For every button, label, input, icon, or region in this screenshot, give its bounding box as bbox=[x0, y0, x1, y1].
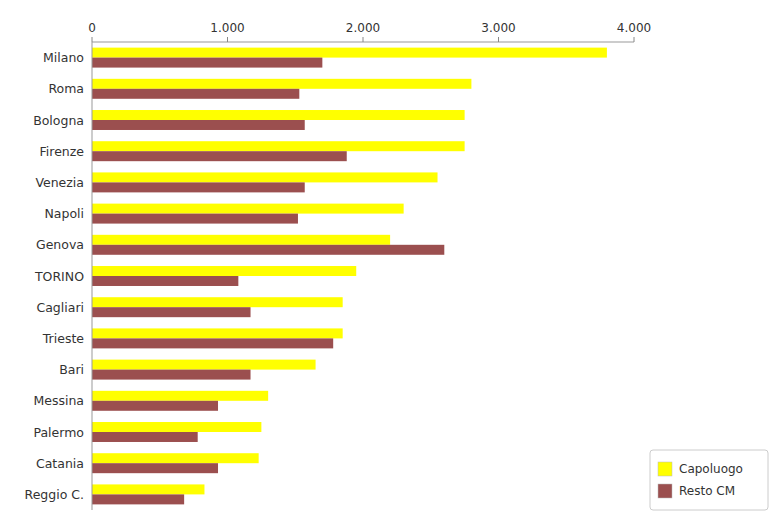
bar bbox=[92, 338, 333, 348]
bar bbox=[92, 484, 204, 494]
bar bbox=[92, 432, 198, 442]
bar bbox=[92, 214, 298, 224]
y-tick-label: Bari bbox=[59, 362, 84, 377]
y-tick-label: Firenze bbox=[40, 144, 85, 159]
bar bbox=[92, 235, 390, 245]
y-tick-label: Cagliari bbox=[36, 300, 84, 315]
legend-swatch bbox=[658, 484, 672, 498]
bar bbox=[92, 182, 305, 192]
y-tick-label: Roma bbox=[48, 81, 84, 96]
y-tick-label: Catania bbox=[36, 456, 84, 471]
x-tick-label: 3.000 bbox=[481, 21, 515, 35]
bar bbox=[92, 463, 218, 473]
bar bbox=[92, 79, 471, 89]
bar bbox=[92, 391, 268, 401]
bar bbox=[92, 453, 259, 463]
y-tick-label: Bologna bbox=[33, 113, 84, 128]
y-tick-label: Milano bbox=[43, 50, 84, 65]
bar bbox=[92, 360, 316, 370]
chart: 0 1.000 2.000 3.000 4.000 Milano Roma Bologna Fi… bbox=[0, 0, 784, 526]
y-axis-line bbox=[92, 42, 93, 510]
bar bbox=[92, 307, 251, 317]
bar bbox=[92, 89, 299, 99]
bar bbox=[92, 204, 404, 214]
bar bbox=[92, 141, 465, 151]
legend-label: Resto CM bbox=[679, 484, 735, 498]
x-tick bbox=[92, 37, 93, 42]
bar bbox=[92, 151, 347, 161]
x-tick bbox=[363, 37, 364, 42]
bar bbox=[92, 297, 343, 307]
bar bbox=[92, 370, 251, 380]
bar bbox=[92, 172, 438, 182]
y-tick-label: Napoli bbox=[44, 206, 84, 221]
x-tick-label: 1.000 bbox=[210, 21, 244, 35]
bars bbox=[92, 48, 607, 505]
legend-label: Capoluogo bbox=[679, 462, 743, 476]
x-tick-label: 4.000 bbox=[617, 21, 651, 35]
y-tick-label: Messina bbox=[33, 393, 84, 408]
bar bbox=[92, 494, 184, 504]
y-tick-label: TORINO bbox=[34, 269, 84, 284]
x-tick bbox=[227, 37, 228, 42]
y-tick-label: Genova bbox=[36, 237, 84, 252]
bar bbox=[92, 401, 218, 411]
bar bbox=[92, 48, 607, 58]
legend-frame bbox=[650, 450, 768, 510]
bar bbox=[92, 276, 238, 286]
y-tick-label: Palermo bbox=[33, 425, 84, 440]
y-tick-label: Reggio C. bbox=[25, 487, 84, 502]
bar bbox=[92, 110, 465, 120]
legend-swatch bbox=[658, 462, 672, 476]
bar bbox=[92, 328, 343, 338]
x-tick bbox=[634, 37, 635, 42]
x-tick-label: 0 bbox=[88, 21, 96, 35]
x-tick bbox=[498, 37, 499, 42]
bar bbox=[92, 58, 322, 68]
x-tick-label: 2.000 bbox=[346, 21, 380, 35]
bar bbox=[92, 120, 305, 130]
legend: Capoluogo Resto CM bbox=[650, 450, 768, 510]
y-tick-label: Venezia bbox=[35, 175, 84, 190]
bar bbox=[92, 245, 444, 255]
bar bbox=[92, 266, 356, 276]
y-tick-label: Trieste bbox=[42, 331, 85, 346]
bar bbox=[92, 422, 261, 432]
